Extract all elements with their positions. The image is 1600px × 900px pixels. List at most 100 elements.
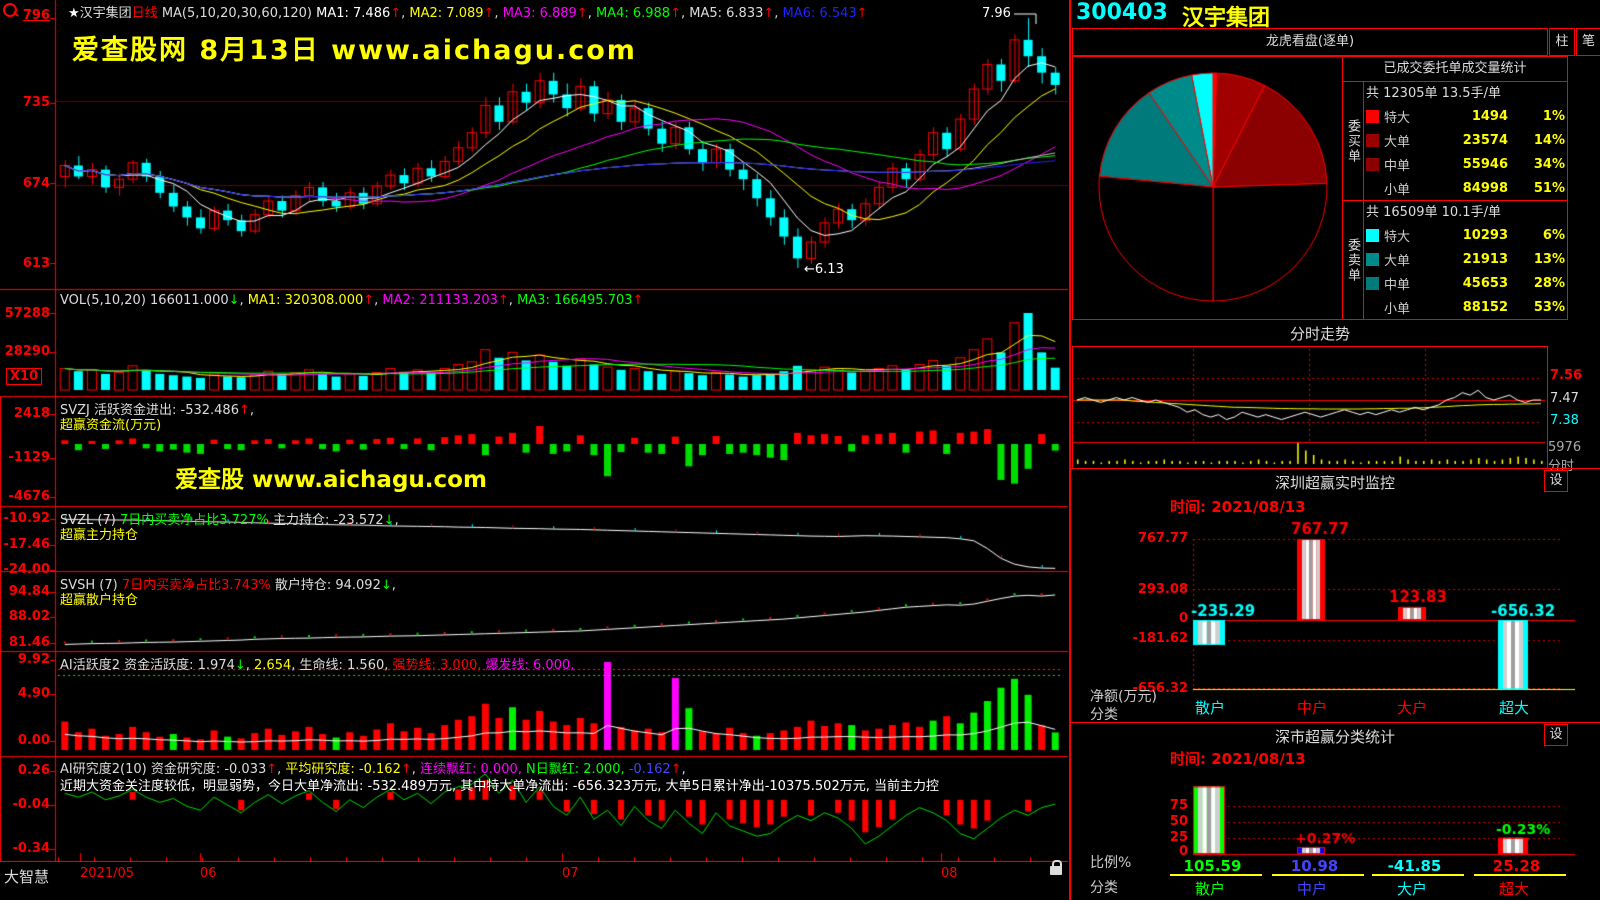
- row-count: 23574: [1462, 132, 1508, 148]
- watermark-site: 爱查股网 8月13日 www.aichagu.com: [72, 35, 637, 66]
- pen-mode-button[interactable]: 笔: [1576, 28, 1600, 56]
- row-label: 大单: [1384, 134, 1411, 150]
- category-label: 散户: [1194, 880, 1225, 898]
- table-row: 特大 1494 1%: [1366, 104, 1565, 128]
- order-stats-title: 已成交委托单成交量统计: [1343, 57, 1567, 82]
- axis-label: 25: [1169, 830, 1188, 845]
- category-label: 超大: [1498, 880, 1529, 898]
- axis-label: 0: [1178, 611, 1188, 626]
- axis-label: -1129: [8, 450, 50, 465]
- timeline-tick[interactable]: 2021/05: [80, 866, 135, 881]
- table-row: 特大 10293 6%: [1366, 223, 1565, 247]
- category-label: 大户: [1396, 699, 1427, 717]
- row-count: 55946: [1462, 156, 1508, 172]
- order-pie-chart[interactable]: [1073, 57, 1343, 317]
- magnifier-icon[interactable]: [3, 3, 17, 17]
- bar-mode-button[interactable]: 柱: [1549, 28, 1575, 56]
- monitor-chart-canvas[interactable]: [1160, 514, 1575, 694]
- sell-side-label: 委卖单: [1343, 201, 1364, 319]
- kline-header: ★汉宇集团日线 MA(5,10,20,30,60,120) MA1: 7.486…: [68, 6, 868, 21]
- buy-orders-block: 委买单 共 12305单 13.5手/单 特大 1494 1% 大单 23574 14%…: [1343, 82, 1567, 200]
- brand-label: 大智慧: [4, 868, 50, 886]
- axis-label: 0: [1178, 844, 1188, 859]
- row-pct: 14%: [1533, 132, 1565, 148]
- legend-swatch: [1366, 301, 1379, 314]
- table-row: 中单 55946 34%: [1366, 152, 1565, 176]
- row-label: 小单: [1384, 301, 1411, 317]
- legend-swatch: [1366, 109, 1379, 123]
- svzj-header: SVZJ 活跃资金进出: -532.486↑,: [60, 403, 255, 418]
- high-annotation: 7.96: [982, 6, 1011, 21]
- intraday-title: 分时走势: [1289, 325, 1350, 343]
- divider: [1474, 874, 1566, 876]
- lock-icon[interactable]: [1050, 860, 1062, 875]
- kline-chart-canvas[interactable]: [0, 0, 1068, 862]
- axis-label: 94.84: [8, 584, 50, 599]
- section-divider: [1071, 722, 1600, 723]
- legend-swatch: [1366, 276, 1379, 290]
- table-row: 大单 21913 13%: [1366, 247, 1565, 271]
- intraday-mid-tick: 7.47: [1550, 391, 1579, 406]
- classify-value: -41.85: [1387, 857, 1442, 875]
- classify-value: 10.98: [1290, 857, 1339, 875]
- row-label: 中单: [1384, 158, 1411, 174]
- category-label: 散户: [1194, 699, 1225, 717]
- ai-research-header: AI研究度2(10) 资金研究度: -0.033↑, 平均研究度: -0.162…: [60, 762, 686, 777]
- monitor-settings-button[interactable]: 设: [1544, 470, 1568, 492]
- category-label: 中户: [1296, 880, 1327, 898]
- row-count: 21913: [1462, 251, 1508, 267]
- intraday-low-tick: 7.38: [1550, 413, 1579, 428]
- sell-summary: 共 16509单 10.1手/单: [1366, 205, 1501, 220]
- axis-label: 50: [1169, 814, 1188, 829]
- category-label: 大户: [1396, 880, 1427, 898]
- row-count: 10293: [1462, 227, 1508, 243]
- sell-orders-block: 委卖单 共 16509单 10.1手/单 特大 10293 6% 大单 21913 13…: [1343, 200, 1567, 319]
- legend-swatch: [1366, 133, 1379, 147]
- intraday-chart-canvas[interactable]: [1073, 347, 1545, 466]
- legend-swatch: [1366, 182, 1379, 195]
- axis-label: 796: [22, 8, 50, 23]
- axis-label: 75: [1169, 798, 1188, 813]
- classify-value: 25.28: [1492, 857, 1541, 875]
- svzj-subtitle: 超赢资金流(万元): [60, 418, 162, 433]
- row-pct: 13%: [1533, 251, 1565, 267]
- timeline-tick[interactable]: 06: [200, 866, 217, 881]
- order-stats: 已成交委托单成交量统计 委买单 共 12305单 13.5手/单 特大 1494 1…: [1342, 56, 1568, 320]
- volume-unit: X10: [6, 368, 43, 385]
- axis-label: -656.32: [1132, 681, 1188, 696]
- row-label: 特大: [1384, 229, 1411, 245]
- row-label: 小单: [1384, 182, 1411, 198]
- classify-value: 105.59: [1183, 857, 1242, 875]
- axis-label: 735: [22, 95, 50, 110]
- intraday-box: [1072, 346, 1548, 469]
- axis-label: -17.46: [3, 537, 50, 552]
- row-count: 88152: [1462, 299, 1508, 315]
- axis-label: 88.02: [8, 609, 50, 624]
- section-divider: [1071, 468, 1600, 469]
- axis-label: -0.34: [12, 841, 50, 856]
- row-count: 84998: [1462, 180, 1508, 196]
- volume-header: VOL(5,10,20) 166011.000↓, MA1: 320308.00…: [60, 293, 644, 308]
- divider: [1372, 874, 1464, 876]
- monitor-title: 深圳超赢实时监控: [1274, 474, 1395, 492]
- timeline-tick[interactable]: 07: [562, 866, 579, 881]
- row-count: 1494: [1471, 108, 1508, 124]
- row-pct: 28%: [1533, 275, 1565, 291]
- buy-summary: 共 12305单 13.5手/单: [1366, 86, 1501, 101]
- row-label: 中单: [1384, 277, 1411, 293]
- legend-swatch: [1366, 157, 1379, 171]
- legend-swatch: [1366, 228, 1379, 242]
- classify-ylabel: 比例%: [1090, 855, 1132, 871]
- classify-settings-button[interactable]: 设: [1544, 724, 1568, 746]
- svzl-header: SVZL (7) 7日内买卖净占比3.727% 主力持仓: -23.572↓,: [60, 513, 399, 528]
- classify-title: 深市超赢分类统计: [1274, 728, 1395, 746]
- timeline-tick[interactable]: 08: [941, 866, 958, 881]
- dragon-tiger-section: [1072, 56, 1568, 320]
- classify-chart-canvas[interactable]: [1160, 758, 1575, 858]
- low-annotation: ←6.13: [804, 262, 844, 277]
- table-row: 中单 45653 28%: [1366, 271, 1565, 295]
- axis-label: -24.00: [3, 562, 50, 577]
- axis-label: -10.92: [3, 511, 50, 526]
- panel-divider: [1070, 0, 1071, 900]
